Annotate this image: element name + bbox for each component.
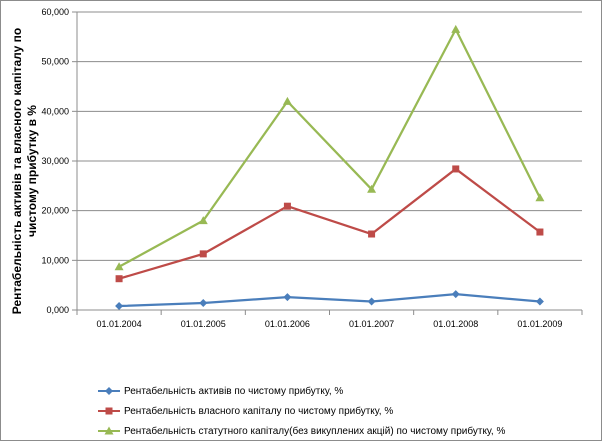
data-point [115, 302, 124, 311]
data-point [536, 228, 544, 236]
legend-label: Рентабельність статутного капіталу(без в… [124, 425, 506, 437]
legend-label: Рентабельність власного капіталу по чист… [124, 405, 394, 417]
data-point [368, 230, 376, 238]
data-point [452, 165, 460, 173]
x-tick-label: 01.01.2004 [97, 319, 142, 329]
y-tick-label: 60,000 [41, 7, 69, 17]
y-tick-label: 20,000 [41, 206, 69, 216]
data-point [198, 216, 208, 225]
x-tick-label: 01.01.2005 [181, 319, 226, 329]
series-line-1 [119, 292, 541, 308]
legend: Рентабельність активів по чистому прибут… [98, 381, 505, 441]
data-point [114, 262, 124, 271]
y-tick-label: 30,000 [41, 156, 69, 166]
x-tick-label: 01.01.2007 [349, 319, 394, 329]
x-tick-label: 01.01.2006 [265, 319, 310, 329]
data-point [115, 275, 123, 283]
data-point [451, 290, 460, 299]
legend-label: Рентабельність активів по чистому прибут… [124, 385, 344, 397]
legend-marker [98, 387, 120, 395]
x-tick-label: 01.01.2009 [517, 319, 562, 329]
legend-item: Рентабельність активів по чистому прибут… [98, 381, 505, 401]
y-tick-label: 0,000 [46, 305, 69, 315]
legend-item: Рентабельність статутного капіталу(без в… [98, 421, 505, 441]
data-point [199, 250, 207, 258]
x-tick-label: 01.01.2008 [433, 319, 478, 329]
y-tick-label: 40,000 [41, 106, 69, 116]
data-point [535, 193, 545, 202]
series-line-3 [118, 28, 541, 268]
data-point [367, 184, 377, 193]
data-point [367, 297, 376, 306]
data-point [199, 299, 208, 308]
legend-marker [98, 407, 120, 415]
legend-marker [98, 426, 120, 435]
data-point [535, 297, 544, 306]
data-point [283, 202, 291, 210]
y-tick-label: 10,000 [41, 255, 69, 265]
y-tick-label: 50,000 [41, 57, 69, 67]
data-point [283, 293, 292, 302]
legend-item: Рентабельність власного капіталу по чист… [98, 401, 505, 421]
series-line-2 [118, 167, 541, 280]
data-point [282, 96, 292, 105]
data-point [451, 24, 461, 33]
